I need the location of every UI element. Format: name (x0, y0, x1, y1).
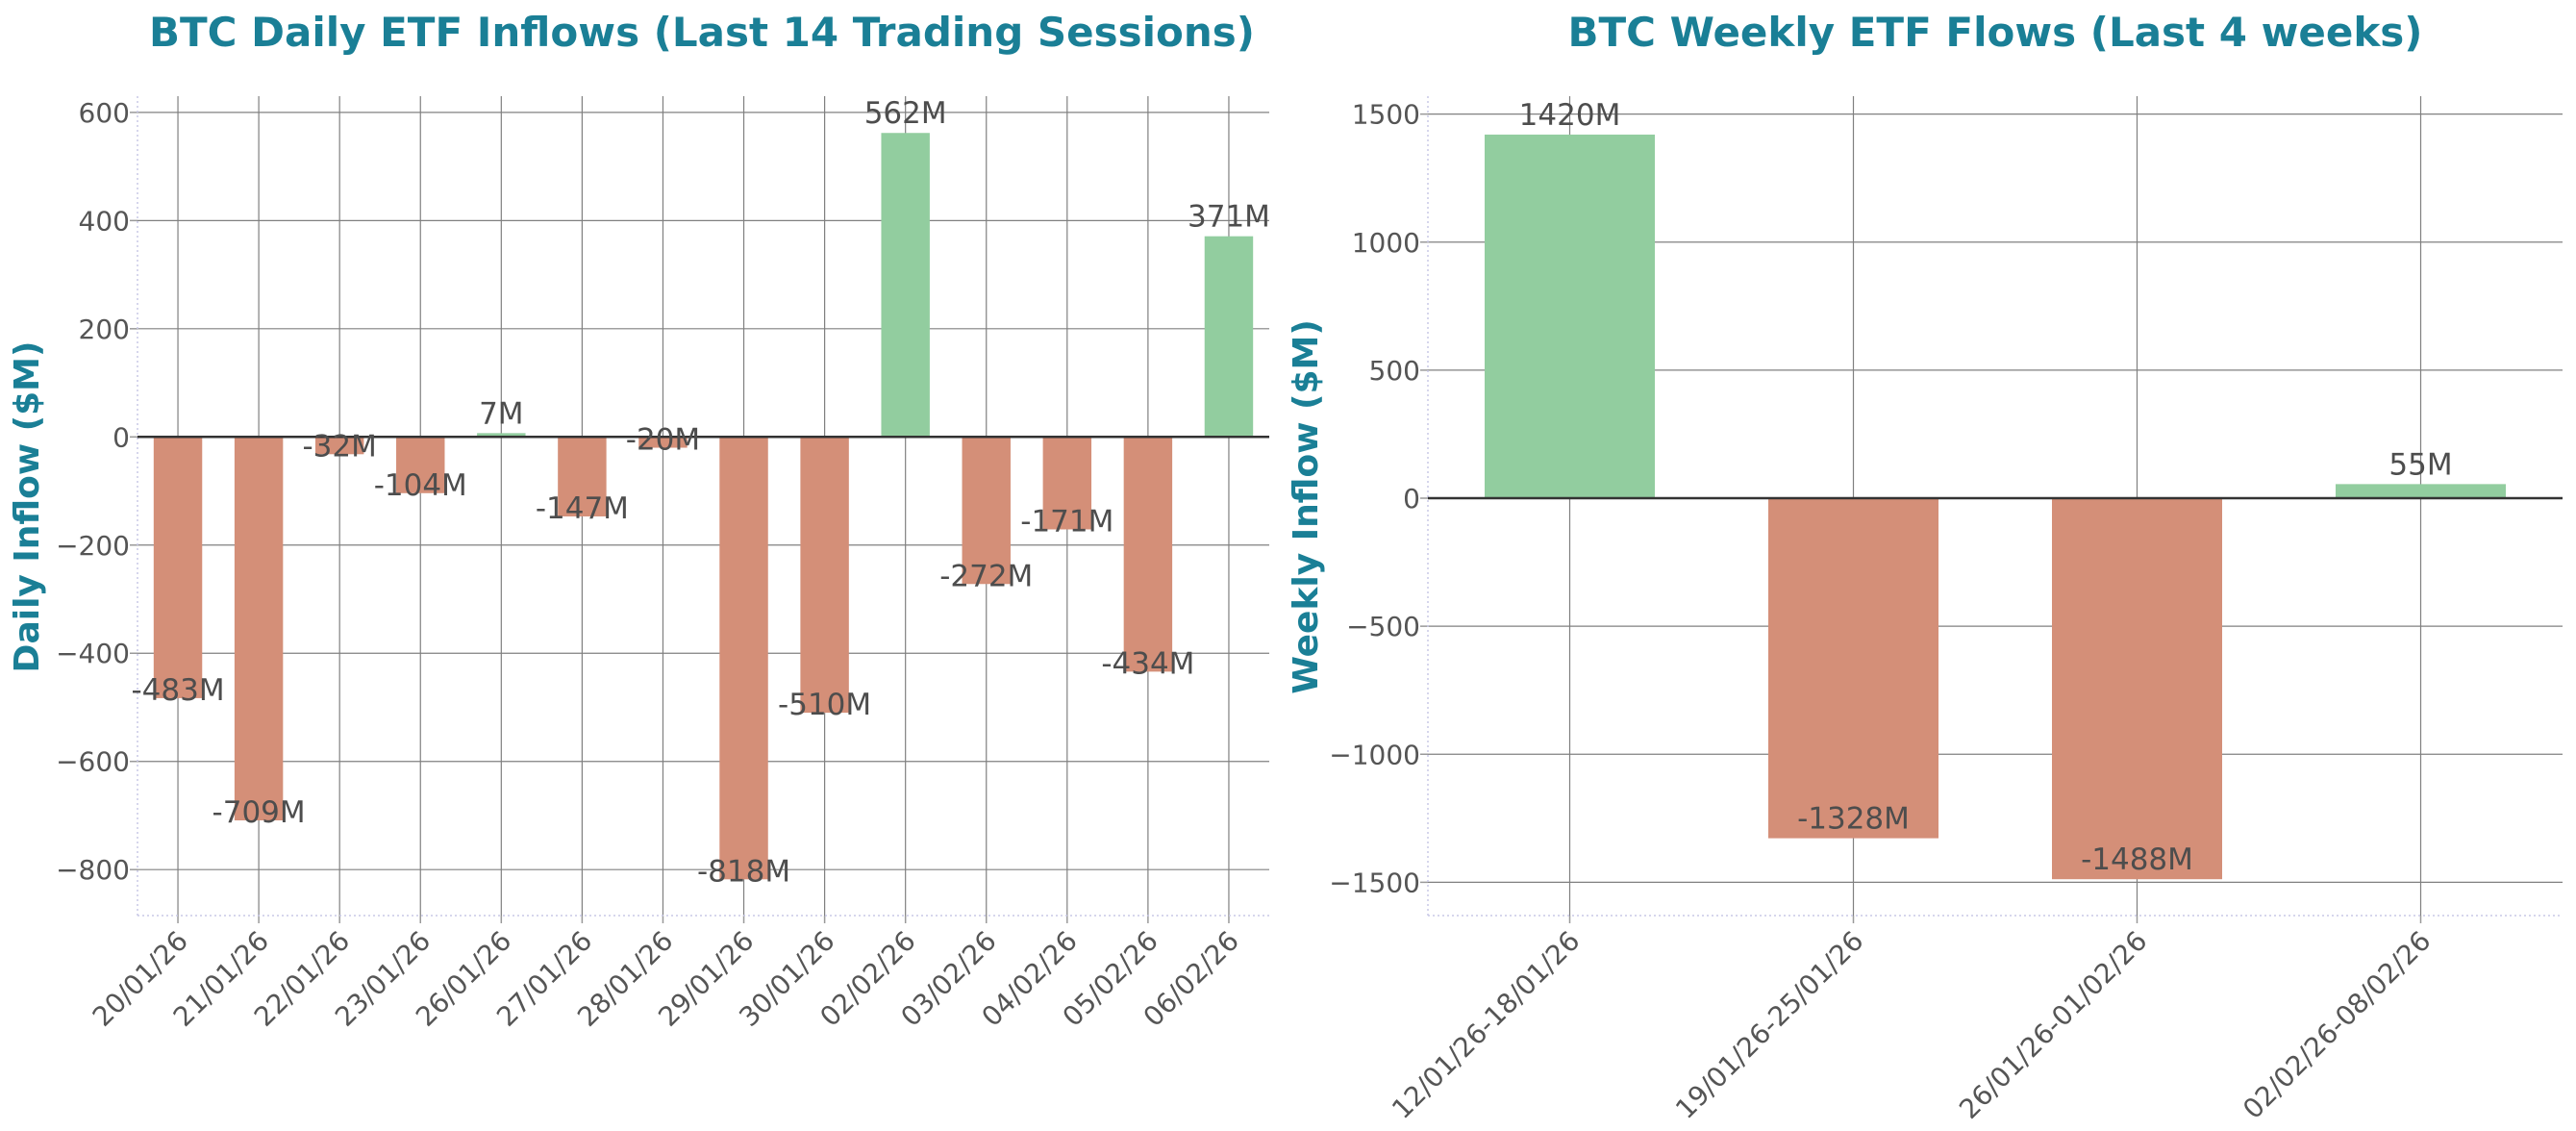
daily-data-label: -818M (697, 854, 790, 889)
weekly-chart-title: BTC Weekly ETF Flows (Last 4 weeks) (1568, 9, 2423, 56)
daily-bar (558, 437, 607, 516)
daily-ytick-label: −400 (56, 638, 130, 669)
weekly-data-label: 1420M (1519, 98, 1621, 133)
daily-ytick-label: −200 (56, 530, 130, 562)
daily-bar (881, 133, 930, 438)
weekly-data-label: 55M (2388, 447, 2452, 482)
daily-bar (1123, 437, 1173, 672)
daily-data-label: -20M (626, 423, 700, 458)
daily-ytick-label: 400 (79, 205, 130, 237)
daily-bar (1042, 437, 1092, 530)
daily-inflows-chart: BTC Daily ETF Inflows (Last 14 Trading S… (8, 9, 1270, 1033)
daily-ytick-label: 0 (113, 421, 130, 453)
daily-data-label: -32M (302, 429, 376, 464)
daily-data-label: -272M (939, 559, 1033, 593)
daily-chart-title: BTC Daily ETF Inflows (Last 14 Trading S… (149, 9, 1255, 56)
weekly-xtick-label: 26/01/26-01/02/26 (1953, 925, 2153, 1125)
daily-bar (153, 437, 203, 698)
weekly-xtick-label: 02/02/26-08/02/26 (2237, 925, 2437, 1125)
weekly-chart-ylabel: Weekly Inflow ($M) (1287, 319, 1326, 694)
daily-data-label: 371M (1188, 200, 1270, 235)
daily-bar (638, 437, 688, 448)
daily-ytick-label: −600 (56, 746, 130, 778)
daily-ytick-label: −800 (56, 854, 130, 886)
daily-data-label: -483M (131, 673, 224, 708)
daily-bar (719, 437, 768, 880)
daily-bar (962, 437, 1011, 585)
daily-bar (477, 433, 526, 438)
weekly-xtick-label: 12/01/26-18/01/26 (1386, 925, 1586, 1125)
weekly-ytick-label: 1000 (1352, 227, 1420, 259)
daily-data-label: -510M (778, 688, 871, 722)
daily-bar (314, 437, 364, 455)
daily-data-label: 562M (864, 96, 947, 131)
daily-data-label: -709M (213, 795, 306, 830)
weekly-bar (2052, 498, 2222, 880)
weekly-ytick-label: −500 (1346, 611, 1420, 642)
daily-bar (1204, 236, 1254, 438)
daily-data-label: -147M (536, 491, 629, 526)
daily-bar (234, 437, 284, 821)
weekly-ytick-label: −1500 (1329, 867, 1420, 898)
weekly-ytick-label: 500 (1369, 355, 1420, 387)
daily-data-label: -434M (1101, 646, 1194, 681)
weekly-bar (1768, 498, 1938, 839)
weekly-data-label: -1328M (1797, 802, 1910, 837)
weekly-bar (2336, 484, 2506, 499)
daily-data-label: -104M (374, 468, 467, 503)
weekly-data-label: -1488M (2081, 842, 2193, 877)
daily-ytick-label: 600 (79, 97, 130, 129)
weekly-ytick-label: 0 (1403, 483, 1420, 515)
weekly-bar (1485, 134, 1655, 499)
weekly-xtick-label: 19/01/26-25/01/26 (1669, 925, 1869, 1125)
weekly-flows-chart: BTC Weekly ETF Flows (Last 4 weeks) Week… (1287, 9, 2563, 1125)
daily-bar (800, 437, 849, 714)
daily-data-label: -171M (1020, 504, 1113, 539)
weekly-ytick-label: −1000 (1329, 739, 1420, 770)
daily-ytick-label: 200 (79, 314, 130, 345)
daily-chart-ylabel: Daily Inflow ($M) (8, 341, 47, 673)
daily-data-label: 7M (479, 396, 523, 431)
daily-bar (396, 437, 445, 493)
weekly-ytick-label: 1500 (1352, 99, 1420, 131)
